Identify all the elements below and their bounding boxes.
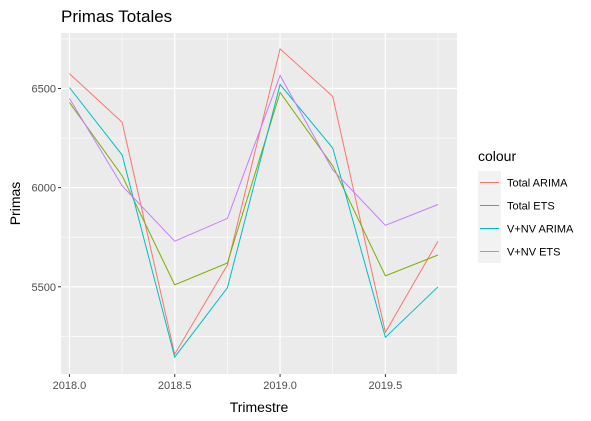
legend-label: Total ETS (507, 201, 555, 213)
plot-panel (61, 33, 457, 374)
y-tick-label: 6000 (32, 183, 56, 195)
legend: colour Total ARIMA Total ETS V+NV ARIMA V+N… (478, 148, 574, 263)
x-axis: 2018.0 2018.5 2019.0 2019.5 (53, 374, 403, 392)
y-tick-label: 6500 (32, 84, 56, 96)
legend-label: Total ARIMA (507, 178, 568, 190)
x-tick-label: 2018.0 (53, 380, 87, 392)
x-tick-label: 2019.0 (263, 380, 297, 392)
chart-title: Primas Totales (61, 7, 172, 26)
legend-label: V+NV ARIMA (507, 224, 574, 236)
x-axis-title: Trimestre (230, 399, 289, 415)
legend-label: V+NV ETS (507, 247, 561, 259)
y-axis: 5500 6000 6500 (32, 84, 61, 294)
x-tick-label: 2019.5 (369, 380, 403, 392)
y-axis-title: Primas (7, 182, 23, 226)
y-tick-label: 5500 (32, 282, 56, 294)
x-tick-label: 2018.5 (158, 380, 192, 392)
legend-title: colour (478, 148, 516, 164)
